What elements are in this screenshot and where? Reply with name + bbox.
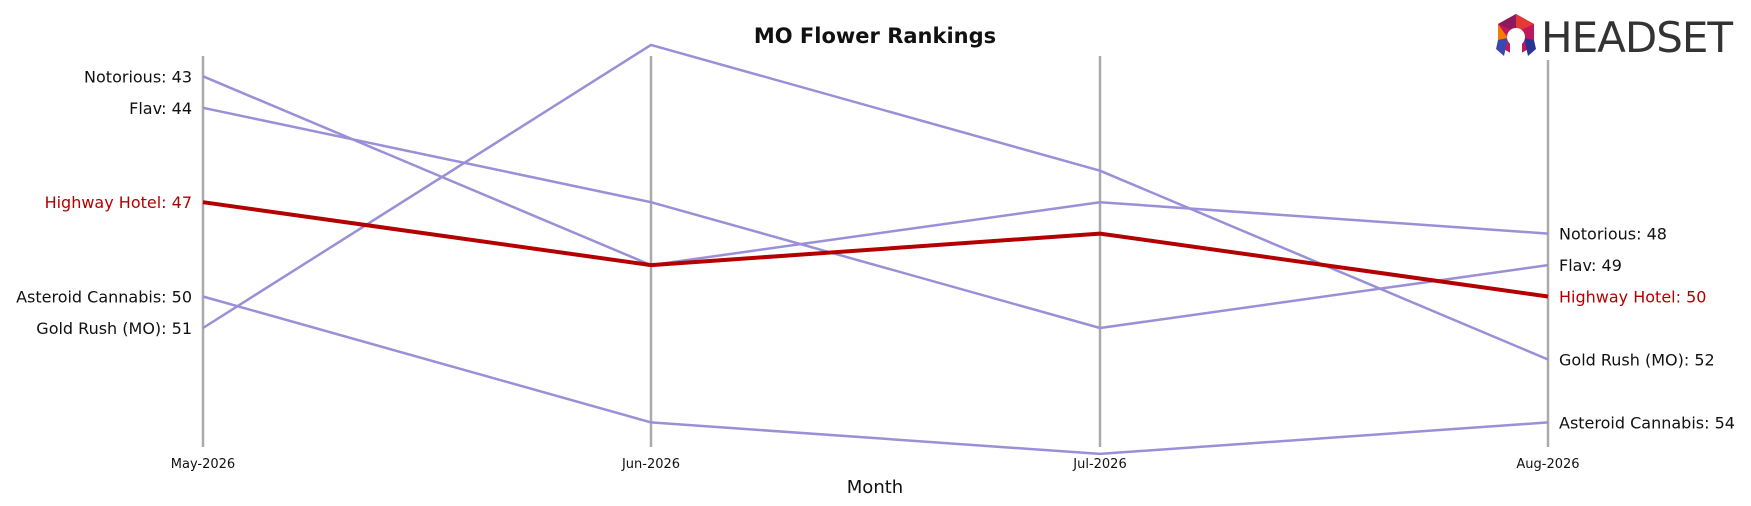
x-tick-labels: May-2026 Jun-2026 Jul-2026 Aug-2026 [171, 457, 1580, 472]
x-tick-jul-2026: Jul-2026 [1072, 457, 1126, 472]
month-gridlines [201, 56, 1550, 447]
x-tick-jun-2026: Jun-2026 [621, 457, 680, 472]
series-line-notorious [202, 75, 1549, 267]
end-labels: Notorious: 48 Flav: 49 Asteroid Cannabis: … [1559, 225, 1735, 433]
start-label-asteroid-cannabis: Asteroid Cannabis: 50 [16, 288, 192, 307]
end-label-highway-hotel: Highway Hotel: 50 [1559, 288, 1706, 307]
x-tick-aug-2026: Aug-2026 [1516, 457, 1579, 472]
chart-title: MO Flower Rankings [754, 24, 996, 48]
start-label-highway-hotel: Highway Hotel: 47 [45, 193, 192, 212]
series-line-highway-hotel [202, 200, 1549, 299]
headset-logo: HEADSET [1496, 13, 1734, 62]
end-label-gold-rush-mo: Gold Rush (MO): 52 [1559, 351, 1715, 370]
headset-logo-text: HEADSET [1541, 13, 1733, 62]
headset-logo-icon [1496, 14, 1536, 59]
x-axis-label: Month [847, 477, 903, 498]
end-label-asteroid-cannabis: Asteroid Cannabis: 54 [1559, 413, 1735, 432]
start-label-flav: Flav: 44 [129, 99, 192, 118]
series-line-gold-rush-mo [202, 43, 1549, 361]
end-label-flav: Flav: 49 [1559, 256, 1622, 275]
start-labels: Notorious: 43 Flav: 44 Asteroid Cannabis: … [16, 67, 192, 338]
start-label-notorious: Notorious: 43 [84, 67, 192, 86]
series-line-asteroid-cannabis [202, 295, 1549, 456]
x-tick-may-2026: May-2026 [171, 457, 235, 472]
end-label-notorious: Notorious: 48 [1559, 225, 1667, 244]
start-label-gold-rush-mo: Gold Rush (MO): 51 [36, 319, 192, 338]
series-line-flav [202, 106, 1549, 330]
series-lines [202, 43, 1549, 456]
